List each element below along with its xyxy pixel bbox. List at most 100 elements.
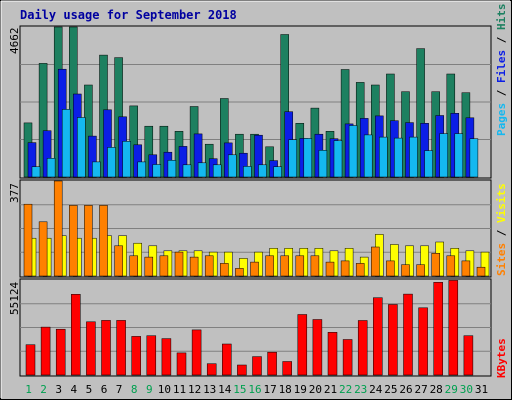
bar-kbytes-day-11 bbox=[176, 352, 187, 376]
bar-sites-day-10 bbox=[159, 255, 169, 277]
day-label-29: 29 bbox=[445, 383, 458, 396]
day-label-28: 28 bbox=[430, 383, 443, 396]
bar-sites-day-6 bbox=[99, 205, 108, 277]
legend-files: Files bbox=[495, 50, 508, 83]
bar-kbytes-day-26 bbox=[403, 293, 413, 376]
bar-kbytes-day-28 bbox=[433, 282, 443, 376]
bar-pages-day-6 bbox=[107, 147, 116, 178]
bar-pages-day-22 bbox=[348, 125, 358, 178]
bar-kbytes-day-7 bbox=[116, 320, 126, 376]
bar-pages-day-16 bbox=[258, 164, 267, 178]
bar-sites-day-12 bbox=[189, 256, 199, 277]
bar-pages-day-10 bbox=[167, 160, 177, 178]
bar-sites-day-16 bbox=[250, 261, 259, 277]
legend-kbytes-panel: KBytes bbox=[495, 338, 508, 378]
bar-kbytes-day-15 bbox=[237, 364, 247, 376]
legend-pages: Pages bbox=[495, 103, 508, 136]
bar-kbytes-day-14 bbox=[222, 343, 232, 376]
bar-pages-day-13 bbox=[212, 164, 222, 178]
bar-kbytes-day-9 bbox=[146, 335, 157, 376]
bar-sites-day-1 bbox=[23, 203, 33, 277]
bar-pages-day-3 bbox=[61, 109, 71, 178]
bar-pages-day-12 bbox=[197, 162, 207, 178]
bar-sites-day-13 bbox=[204, 255, 214, 277]
bar-sites-day-9 bbox=[144, 256, 154, 277]
bar-pages-day-8 bbox=[137, 161, 146, 178]
bar-kbytes-day-10 bbox=[161, 338, 172, 376]
bar-pages-day-7 bbox=[122, 141, 131, 178]
day-label-14: 14 bbox=[218, 383, 232, 396]
day-label-16: 16 bbox=[248, 383, 261, 396]
day-label-19: 19 bbox=[294, 383, 307, 396]
day-label-21: 21 bbox=[324, 383, 337, 396]
day-label-11: 11 bbox=[173, 383, 186, 396]
bar-pages-day-29 bbox=[454, 133, 464, 178]
bar-pages-day-23 bbox=[363, 134, 373, 178]
bar-pages-day-15 bbox=[243, 166, 252, 178]
bar-pages-day-21 bbox=[333, 140, 343, 178]
bar-kbytes-day-22 bbox=[342, 339, 353, 376]
legend-sep-1: / bbox=[495, 83, 508, 103]
bar-kbytes-day-16 bbox=[252, 356, 262, 376]
bar-sites-day-25 bbox=[386, 260, 395, 277]
legend-visits-panel: Sites / Visits bbox=[495, 183, 508, 276]
bar-kbytes-day-18 bbox=[282, 361, 292, 376]
bar-sites-day-20 bbox=[310, 255, 320, 277]
day-label-31: 31 bbox=[475, 383, 488, 396]
day-label-5: 5 bbox=[86, 383, 93, 396]
bar-kbytes-day-1 bbox=[25, 344, 36, 376]
bar-sites-day-11 bbox=[174, 251, 184, 277]
day-label-8: 8 bbox=[131, 383, 138, 396]
visits-max-label: 377 bbox=[8, 183, 21, 203]
bar-sites-day-4 bbox=[69, 205, 78, 277]
bar-sites-day-26 bbox=[401, 264, 410, 277]
bar-pages-day-17 bbox=[273, 166, 282, 178]
bar-sites-day-8 bbox=[129, 255, 138, 277]
bar-sites-day-23 bbox=[355, 263, 365, 277]
day-label-27: 27 bbox=[414, 383, 427, 396]
bar-pages-day-30 bbox=[469, 138, 479, 178]
bar-kbytes-day-8 bbox=[131, 336, 141, 376]
day-label-3: 3 bbox=[55, 383, 62, 396]
bar-kbytes-day-2 bbox=[40, 326, 51, 376]
day-label-10: 10 bbox=[158, 383, 171, 396]
bar-sites-day-19 bbox=[295, 255, 305, 277]
bar-sites-day-5 bbox=[84, 205, 93, 277]
day-label-22: 22 bbox=[339, 383, 352, 396]
bar-pages-day-4 bbox=[77, 117, 86, 178]
bar-sites-day-31 bbox=[476, 266, 486, 277]
bar-sites-day-15 bbox=[235, 268, 244, 277]
legend-sites: Sites bbox=[495, 243, 508, 276]
day-label-18: 18 bbox=[279, 383, 292, 396]
bar-kbytes-day-30 bbox=[463, 335, 474, 376]
bar-kbytes-day-29 bbox=[448, 280, 459, 376]
bar-pages-day-2 bbox=[46, 158, 56, 178]
day-label-25: 25 bbox=[384, 383, 397, 396]
bar-pages-day-18 bbox=[288, 139, 297, 178]
bar-pages-day-14 bbox=[228, 154, 237, 178]
chart-title: Daily usage for September 2018 bbox=[20, 8, 237, 22]
bar-sites-day-22 bbox=[340, 260, 350, 277]
day-label-15: 15 bbox=[233, 383, 246, 396]
bar-pages-day-28 bbox=[439, 133, 448, 178]
bar-sites-day-3 bbox=[53, 180, 63, 277]
bar-sites-day-30 bbox=[461, 260, 471, 277]
bar-kbytes-day-17 bbox=[267, 351, 277, 376]
bar-kbytes-day-13 bbox=[206, 363, 217, 376]
legend-visits: Visits bbox=[495, 183, 508, 223]
bar-sites-day-7 bbox=[114, 245, 123, 277]
bar-kbytes-day-3 bbox=[55, 328, 66, 376]
bar-sites-day-14 bbox=[220, 263, 229, 277]
day-label-23: 23 bbox=[354, 383, 367, 396]
bar-sites-day-21 bbox=[325, 261, 335, 277]
bar-sites-day-18 bbox=[280, 255, 289, 277]
bar-pages-day-9 bbox=[152, 164, 162, 178]
bar-kbytes-day-25 bbox=[388, 304, 398, 376]
legend-hits-panel: Pages / Files / Hits bbox=[495, 4, 508, 137]
legend-sep-3: / bbox=[495, 223, 508, 243]
bar-kbytes-day-27 bbox=[418, 307, 428, 376]
day-label-30: 30 bbox=[460, 383, 473, 396]
bar-pages-day-20 bbox=[318, 150, 328, 178]
day-label-7: 7 bbox=[116, 383, 123, 396]
bar-kbytes-day-23 bbox=[357, 320, 368, 376]
